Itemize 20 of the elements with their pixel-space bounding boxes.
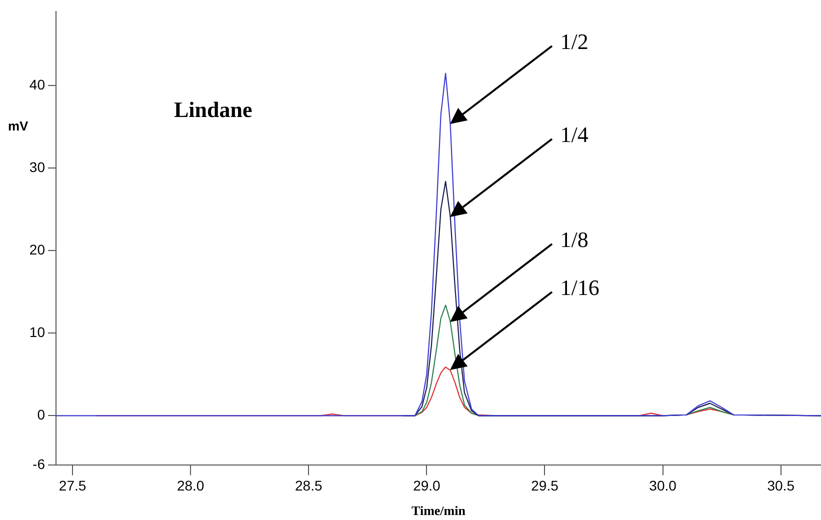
text: 1/2 [560, 29, 588, 56]
y-tick-label: 0 [37, 406, 46, 423]
x-tick-label: 29.5 [531, 477, 559, 494]
x-axis-title: Time/min [412, 502, 466, 518]
x-tick-label: 28.5 [295, 477, 322, 494]
y-tick-label: 20 [29, 242, 46, 258]
x-tick-label: 30.5 [767, 477, 795, 494]
x-tick-label: 30.0 [649, 477, 677, 494]
x-tick-label: 28.0 [176, 477, 204, 494]
x-tick-label: 27.5 [58, 477, 86, 494]
y-tick-label: 10 [29, 324, 46, 340]
y-axis-title: mV [8, 118, 29, 134]
text: 1/8 [560, 226, 588, 253]
x-tick-label: 29.0 [413, 477, 441, 494]
y-tick-label: 30 [29, 159, 46, 176]
text: 1/16 [560, 275, 600, 302]
text: Lindane [174, 97, 252, 122]
y-tick-label: 40 [29, 76, 46, 93]
y-tick-label: -6 [32, 456, 46, 472]
text: 1/4 [560, 122, 588, 148]
